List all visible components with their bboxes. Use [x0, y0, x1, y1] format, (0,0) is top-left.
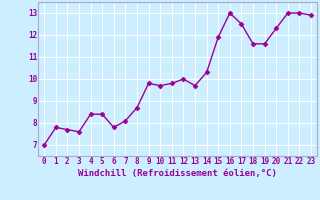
X-axis label: Windchill (Refroidissement éolien,°C): Windchill (Refroidissement éolien,°C): [78, 169, 277, 178]
